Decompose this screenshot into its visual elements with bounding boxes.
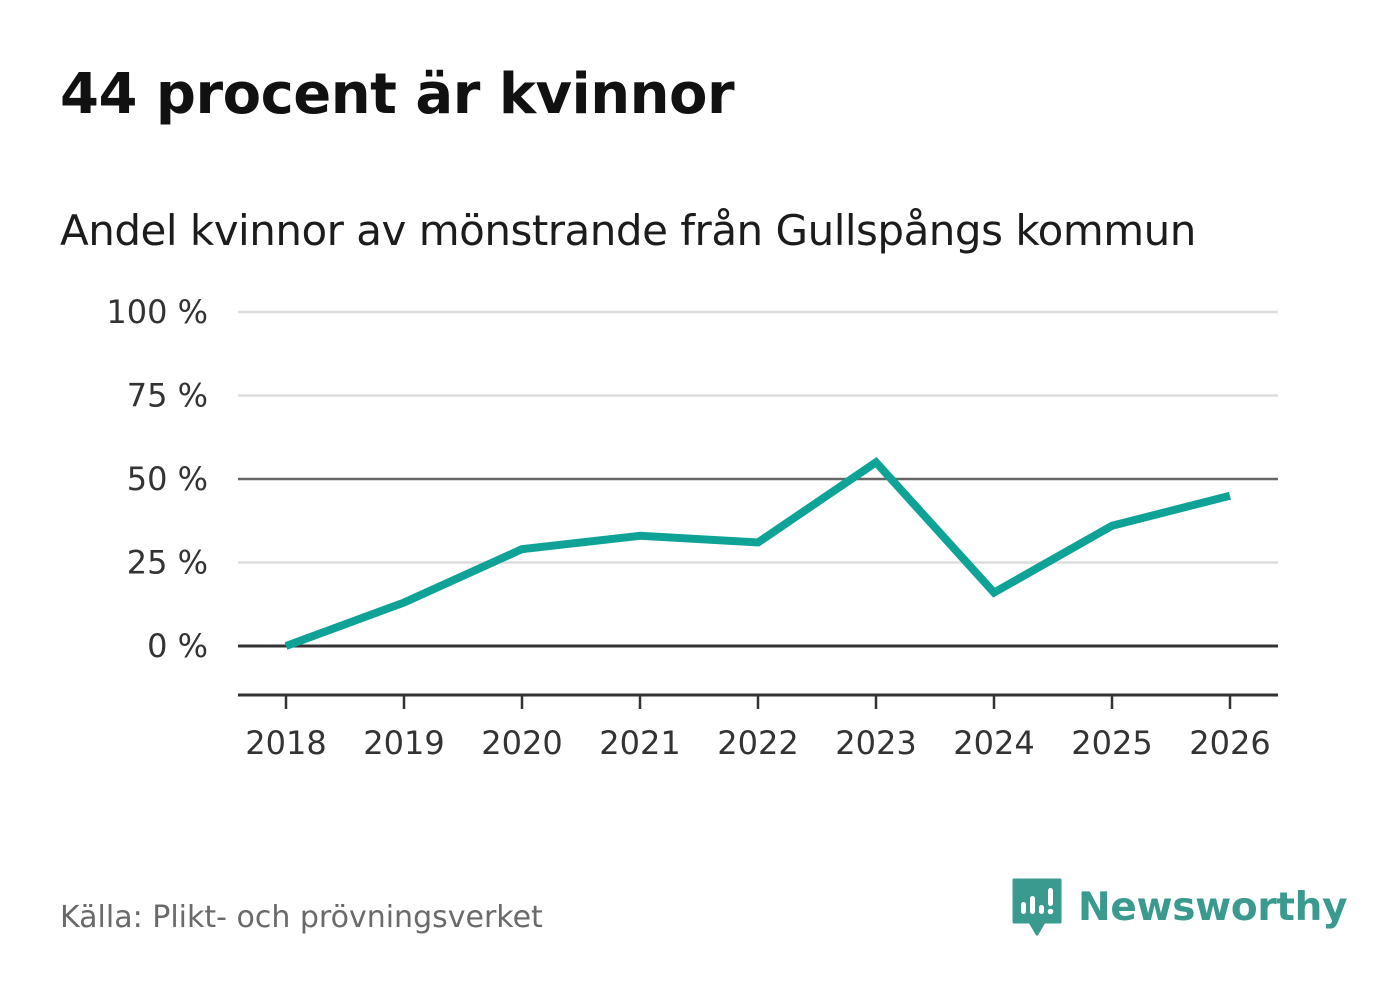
x-tick-label: 2019 [363,724,444,762]
series-line [284,457,1231,650]
x-tick-label: 2022 [717,724,798,762]
y-tick-label: 100 % [106,293,208,331]
x-tick-label: 2021 [599,724,680,762]
x-tick-label: 2026 [1189,724,1270,762]
chart-title: 44 procent är kvinnor [60,62,735,127]
y-tick-label: 0 % [147,627,208,665]
brand: Newsworthy [1010,876,1348,938]
x-tick-label: 2024 [953,724,1034,762]
brand-name: Newsworthy [1078,884,1348,930]
newsworthy-logo-icon [1012,878,1062,936]
y-tick-label: 50 % [127,460,208,498]
x-tick-label: 2018 [245,724,326,762]
y-tick-label: 75 % [127,377,208,415]
chart-subtitle: Andel kvinnor av mönstrande från Gullspå… [60,206,1196,255]
x-tick-label: 2020 [481,724,562,762]
x-tick-label: 2023 [835,724,916,762]
y-tick-label: 25 % [127,544,208,582]
x-tick-label: 2025 [1071,724,1152,762]
source-note: Källa: Plikt- och prövningsverket [60,900,543,935]
